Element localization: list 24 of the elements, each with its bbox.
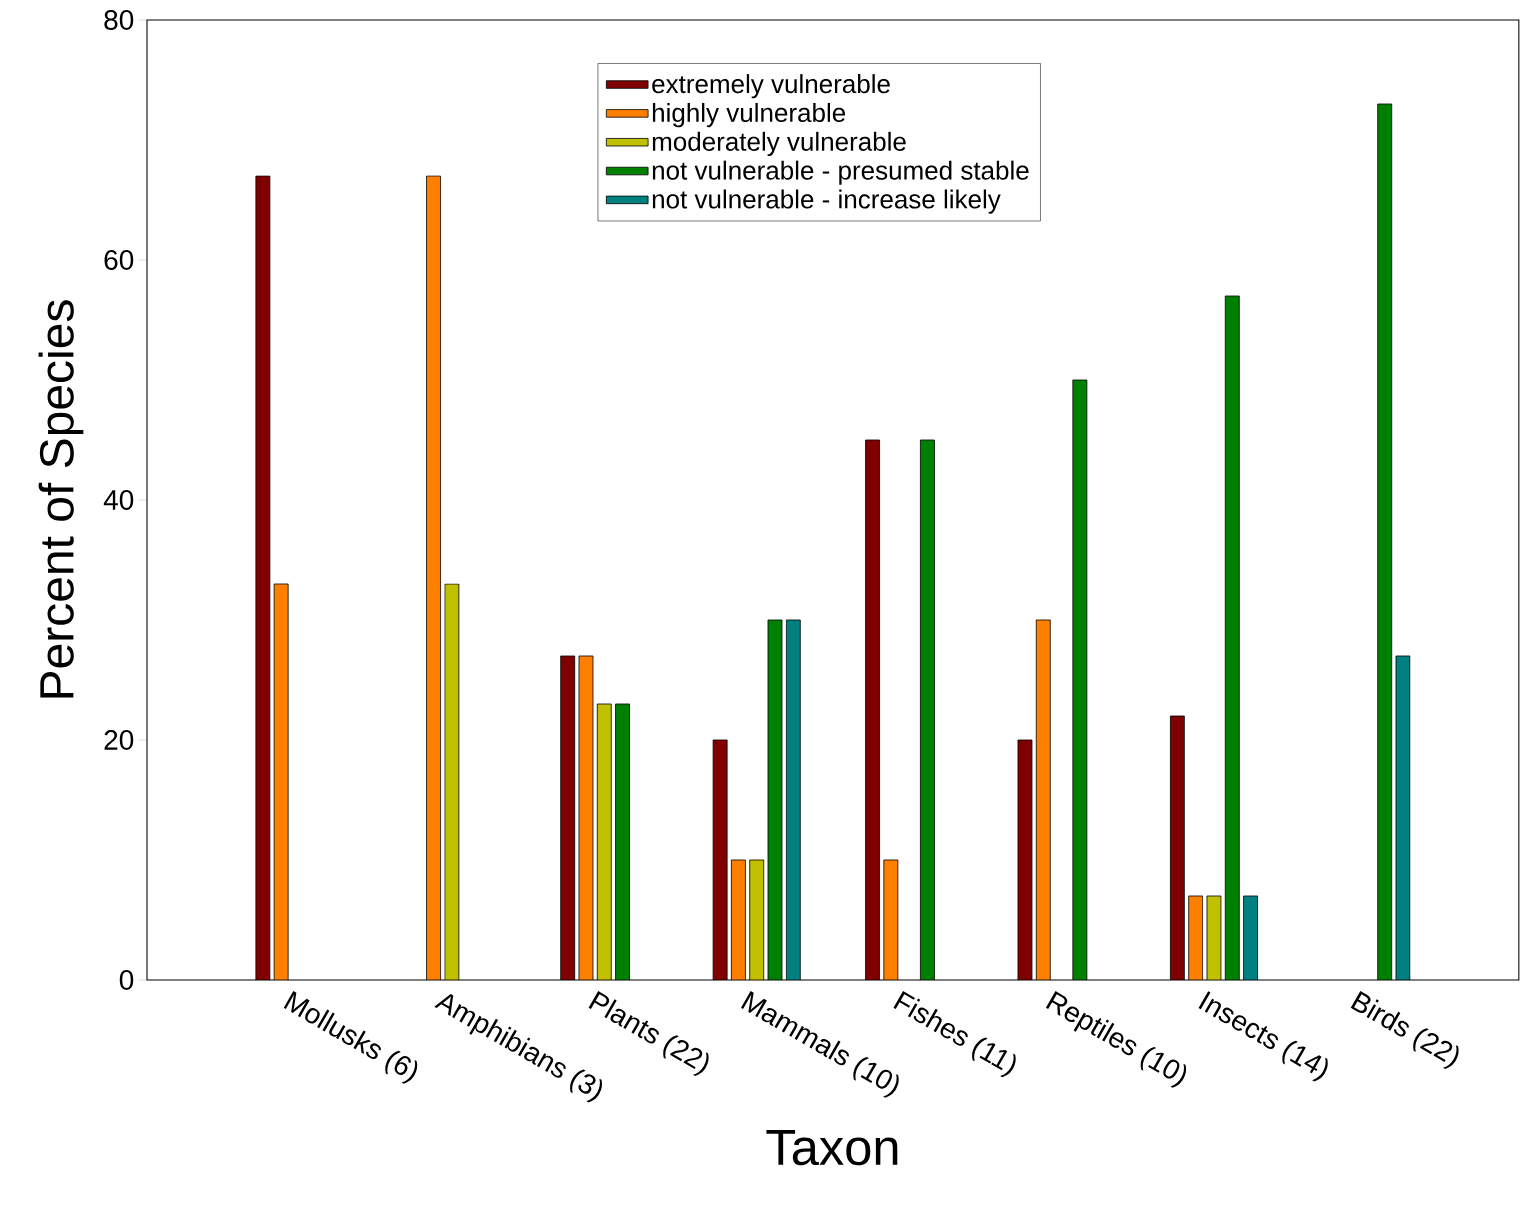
y-tick-label: 60	[104, 250, 134, 270]
y-tick-label: 80	[104, 10, 134, 30]
bar	[1224, 295, 1240, 980]
bar	[785, 619, 801, 980]
bar	[1377, 103, 1393, 980]
bar	[1072, 379, 1088, 980]
bar	[865, 439, 880, 980]
bar	[1170, 715, 1185, 980]
bar	[560, 655, 576, 980]
y-axis-title: Percent of Species	[38, 300, 84, 698]
x-tick-label: Birds (22)	[1350, 991, 1459, 1069]
y-tick-label: 20	[104, 730, 134, 750]
legend-label: not vulnerable - increase likely	[652, 189, 1001, 214]
bar	[255, 175, 271, 980]
legend-label: extremely vulnerable	[652, 74, 890, 99]
bar	[920, 439, 935, 980]
legend-label: not vulnerable - presumed stable	[652, 160, 1029, 185]
bar	[615, 703, 630, 980]
legend-label: moderately vulnerable	[652, 131, 906, 157]
y-tick-label: 40	[103, 490, 134, 510]
y-tick-label: 0	[119, 970, 134, 990]
legend-label: highly vulnerable	[652, 102, 846, 128]
bar	[1243, 895, 1258, 980]
x-axis-title: Taxon	[766, 1129, 898, 1166]
